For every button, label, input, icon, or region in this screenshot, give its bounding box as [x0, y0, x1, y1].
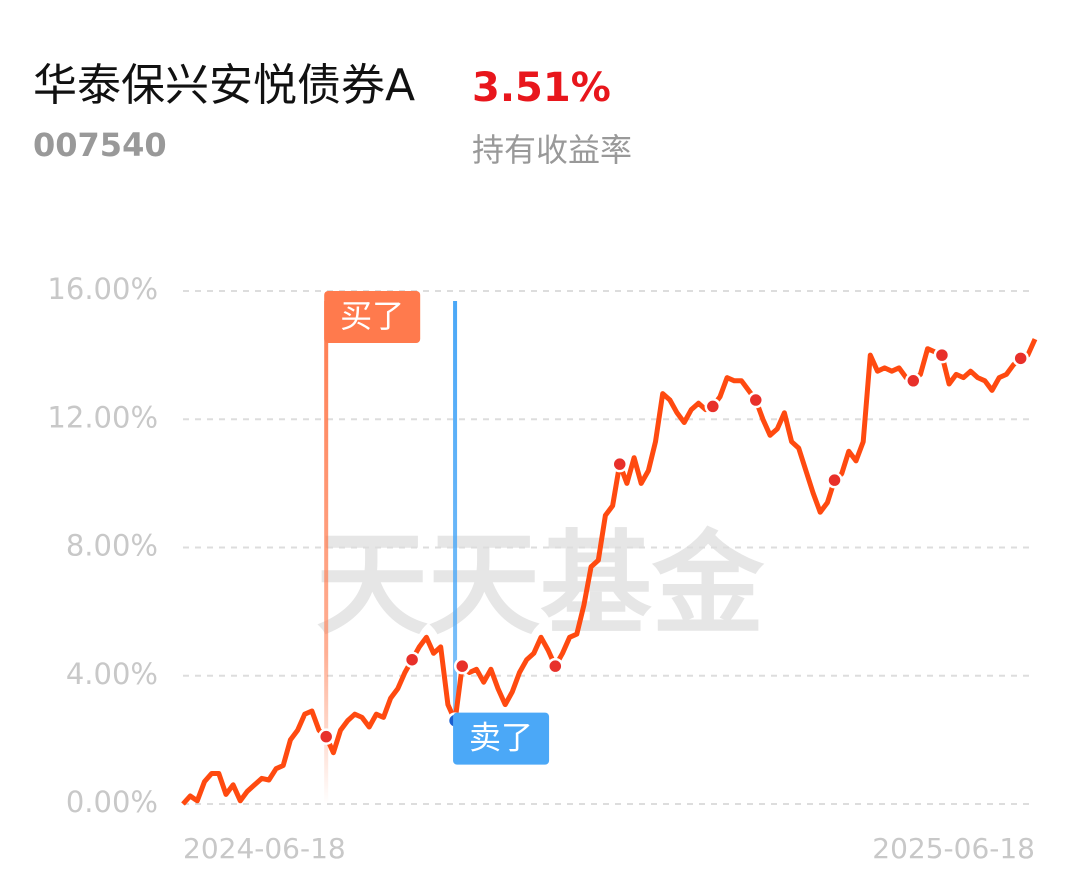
y-tick-label: 4.00%: [66, 657, 158, 691]
trade-dot: [1012, 350, 1029, 367]
fund-code: 007540: [33, 126, 167, 164]
buy-flag: [324, 291, 421, 343]
y-tick-label: 12.00%: [47, 400, 158, 434]
watermark: 天天基金: [316, 520, 765, 650]
trade-dot: [747, 391, 765, 409]
trade-dot: [905, 372, 922, 390]
trade-dot: [704, 398, 722, 415]
return-label: 持有收益率: [472, 131, 632, 169]
buy-flag-label: 买了: [340, 297, 404, 335]
trade-dot: [826, 471, 843, 489]
y-tick-label: 16.00%: [47, 272, 158, 306]
y-tick-label: 0.00%: [66, 785, 158, 819]
trade-dot: [933, 346, 951, 364]
trade-dot: [453, 657, 471, 675]
return-value: 3.51%: [472, 65, 611, 111]
x-tick-label: 2024-06-18: [183, 832, 346, 865]
buy-bar: [324, 301, 329, 804]
fund-title: 华泰保兴安悦债券A: [33, 60, 415, 111]
sell-flag: [453, 712, 550, 765]
sell-bar: [453, 301, 458, 721]
trade-dot: [403, 651, 421, 668]
y-tick-label: 8.00%: [66, 529, 158, 563]
sell-flag-label: 卖了: [469, 719, 533, 757]
trade-dot: [611, 455, 628, 473]
buy-dot: [317, 728, 335, 745]
x-tick-label: 2025-06-18: [872, 832, 1035, 865]
trade-dot: [547, 657, 564, 675]
